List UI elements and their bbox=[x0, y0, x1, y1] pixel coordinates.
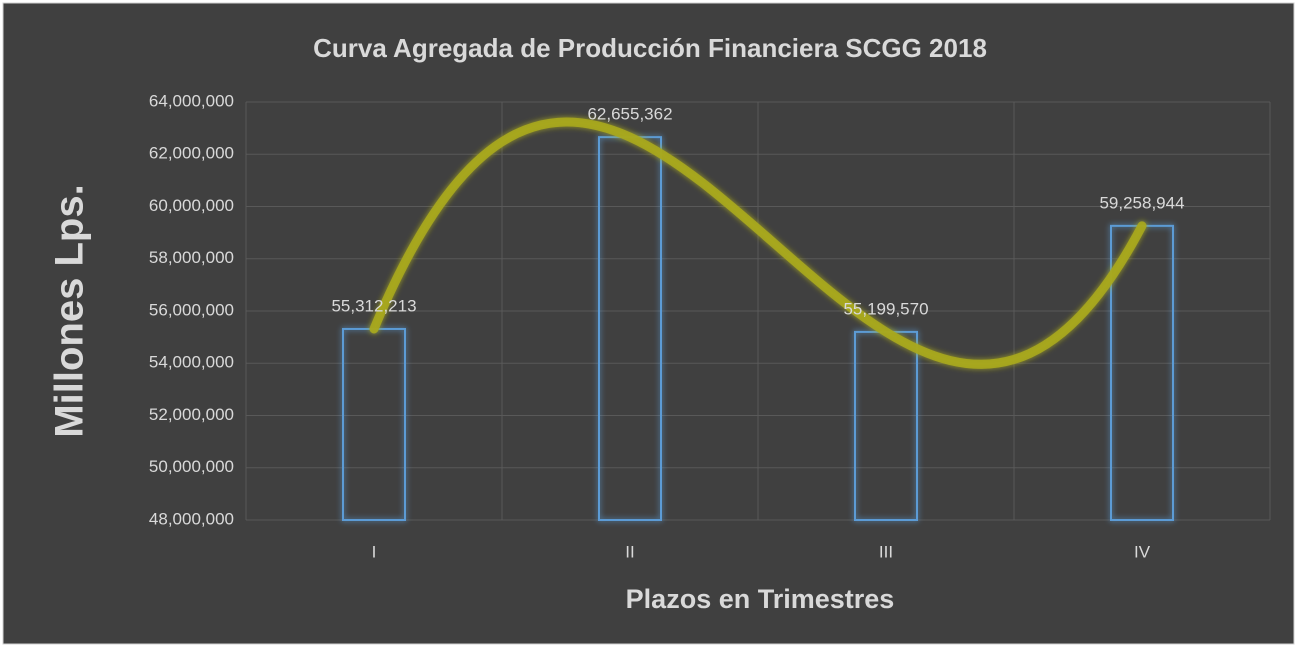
x-tick-label: IV bbox=[1134, 542, 1151, 561]
y-axis-title: Millones Lps. bbox=[48, 184, 92, 437]
data-label: 59,258,944 bbox=[1099, 193, 1184, 212]
x-tick-label: III bbox=[879, 542, 893, 561]
trendline bbox=[369, 117, 1147, 369]
y-tick-label: 62,000,000 bbox=[149, 144, 234, 163]
x-axis-title: Plazos en Trimestres bbox=[626, 584, 895, 614]
y-tick-label: 54,000,000 bbox=[149, 353, 234, 372]
y-tick-label: 48,000,000 bbox=[149, 509, 234, 528]
x-tick-label: II bbox=[625, 542, 634, 561]
y-tick-label: 52,000,000 bbox=[149, 405, 234, 424]
chart-title: Curva Agregada de Producción Financiera … bbox=[313, 33, 987, 63]
y-tick-label: 64,000,000 bbox=[149, 91, 234, 110]
y-tick-label: 58,000,000 bbox=[149, 248, 234, 267]
y-tick-label: 50,000,000 bbox=[149, 457, 234, 476]
data-label: 55,199,570 bbox=[843, 299, 928, 318]
y-tick-label: 56,000,000 bbox=[149, 300, 234, 319]
x-tick-label: I bbox=[372, 542, 377, 561]
y-tick-label: 60,000,000 bbox=[149, 196, 234, 215]
data-label: 55,312,213 bbox=[331, 296, 416, 315]
data-label: 62,655,362 bbox=[587, 105, 672, 124]
